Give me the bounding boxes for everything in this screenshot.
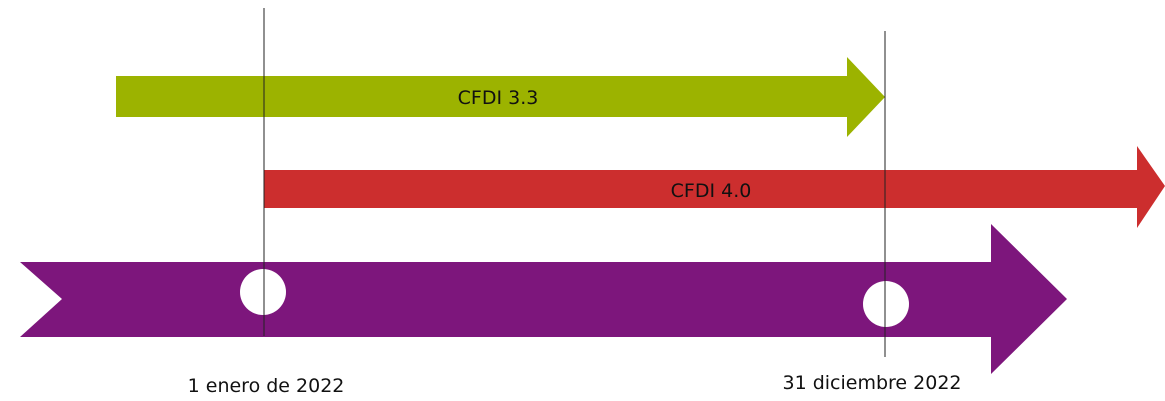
date-marker xyxy=(863,281,909,327)
date-label: 1 enero de 2022 xyxy=(188,375,345,397)
arrow-label: CFDI 3.3 xyxy=(458,87,539,109)
arrow-cfdi-33 xyxy=(116,57,885,137)
date-marker xyxy=(240,269,286,315)
arrow-label: CFDI 4.0 xyxy=(671,180,752,202)
arrow-cfdi-40 xyxy=(264,146,1165,228)
timeline-arrow xyxy=(20,224,1067,374)
date-label: 31 diciembre 2022 xyxy=(782,372,961,394)
